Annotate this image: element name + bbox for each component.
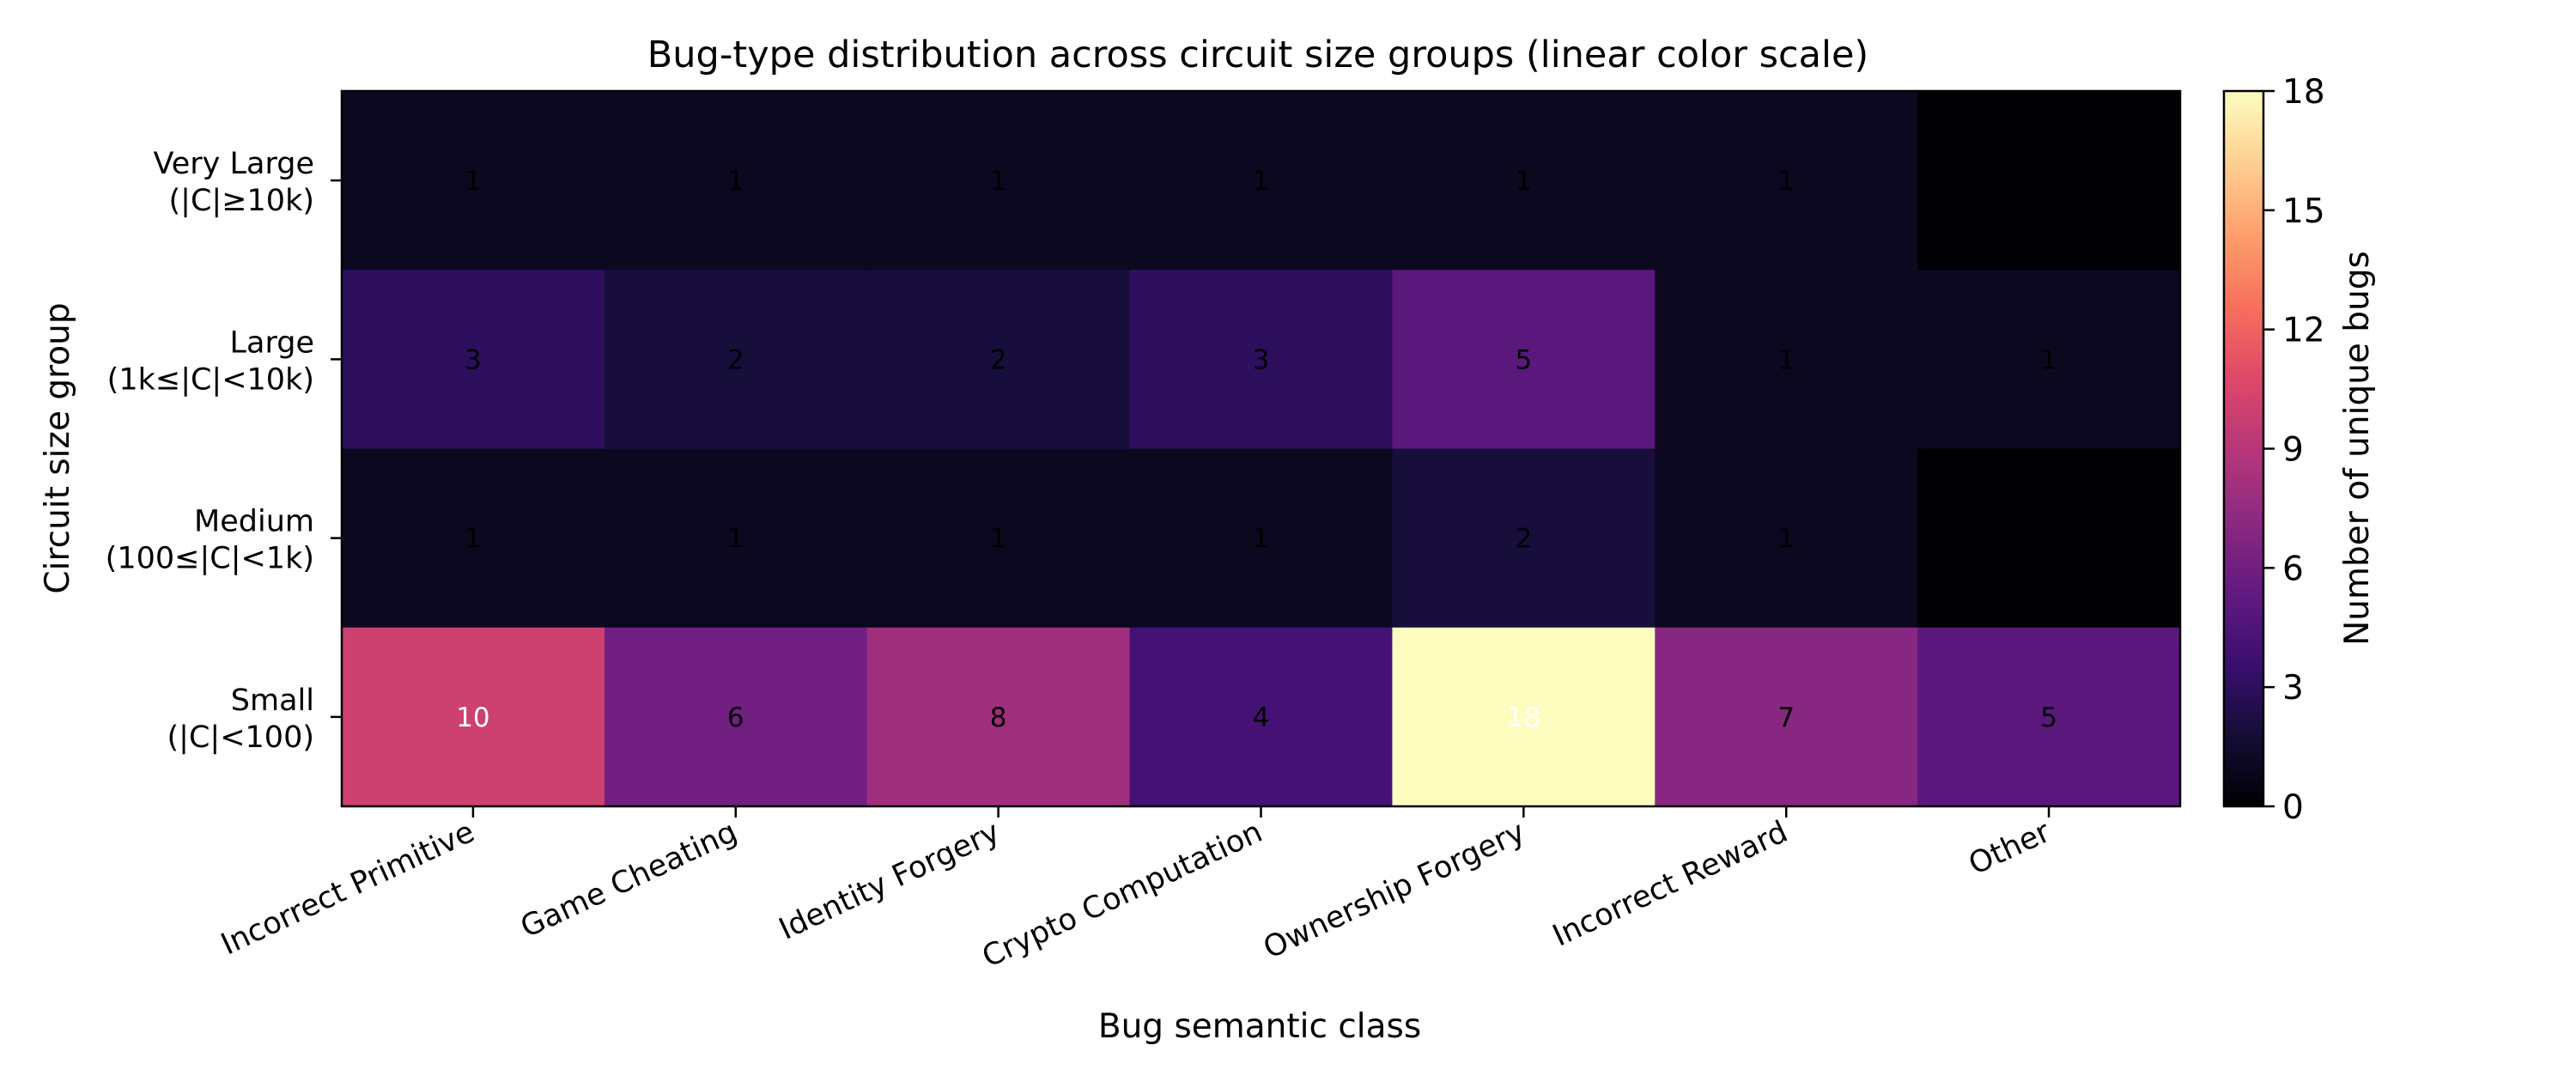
- cell-value-label: 1: [465, 524, 482, 555]
- cell-value-label: 1: [1777, 524, 1795, 555]
- cell-value-label: 3: [465, 344, 482, 375]
- heatmap-cell: [342, 91, 605, 270]
- colorbar-label: Number of unique bugs: [2338, 251, 2377, 646]
- cell-value-label: 7: [1777, 702, 1795, 733]
- colorbar-tick-label: 0: [2282, 788, 2304, 827]
- cell-value-label: 1: [1253, 166, 1270, 197]
- colorbar-tick-label: 9: [2282, 431, 2304, 470]
- cell-value-label: 1: [727, 524, 744, 555]
- cell-value-label: 1: [990, 166, 1007, 197]
- heatmap-cell: [866, 627, 1131, 807]
- cell-value-label: 2: [727, 344, 744, 375]
- cell-value-label: 1: [1777, 344, 1795, 375]
- cell-value-label: 1: [727, 166, 744, 197]
- heatmap-cell: [866, 270, 1131, 449]
- heatmap-cell: [604, 270, 868, 449]
- heatmap-cell: [1392, 91, 1656, 270]
- y-axis: Very Large (|C|≥10k) Large (1k≤|C|<10k) Medi…: [106, 147, 342, 755]
- y-tick-label: Small (|C|<100): [167, 684, 314, 755]
- colorbar-tick-label: 12: [2282, 312, 2325, 350]
- heatmap-cell: [1129, 270, 1393, 449]
- heatmap-cell: [1129, 627, 1393, 807]
- heatmap-cell: [604, 627, 868, 807]
- x-tick-label: Crypto Computation: [977, 815, 1267, 975]
- x-tick-label: Incorrect Primitive: [216, 815, 480, 963]
- colorbar-tick-label: 6: [2282, 550, 2304, 588]
- heatmap-cell: [342, 627, 605, 807]
- colorbar-tick-label: 18: [2282, 73, 2325, 112]
- cell-value-label: 6: [727, 702, 744, 733]
- heatmap-cell: [866, 91, 1131, 270]
- heatmap-cell: [1655, 91, 1918, 270]
- x-tick-label: Other: [1964, 815, 2057, 883]
- cell-value-label: 5: [2040, 702, 2057, 733]
- y-axis-label: Circuit size group: [39, 302, 77, 593]
- y-tick-label: Medium (100≤|C|<1k): [106, 505, 314, 576]
- colorbar-gradient: [2222, 89, 2265, 808]
- heatmap-cell: [1392, 448, 1656, 629]
- cell-value-label: 2: [990, 344, 1007, 375]
- heatmap-cell: [1129, 91, 1393, 270]
- heatmap-cell: [1917, 270, 2181, 449]
- x-axis: Incorrect Primitive Game Cheating Identity…: [216, 806, 2057, 975]
- heatmap-cell: [1917, 448, 2181, 629]
- heatmap-cell: [1917, 627, 2181, 807]
- cell-value-label: 1: [1253, 524, 1270, 555]
- heatmap-cell: [1917, 91, 2181, 270]
- heatmap-cells: 1 1 1 1 1 1 3 2 2 3 5 1 1 1 1 1 1 2 1 10 6 8 4 18 7 5: [342, 91, 2181, 807]
- cell-value-label: 8: [990, 702, 1007, 733]
- cell-value-label: 1: [1777, 166, 1795, 197]
- colorbar-tick-label: 3: [2282, 669, 2304, 708]
- x-tick-label: Identity Forgery: [774, 815, 1005, 947]
- colorbar-ticks: 0 3 6 9 12 15 18: [2263, 73, 2325, 827]
- y-tick-label: Large (1k≤|C|<10k): [107, 325, 314, 397]
- heatmap-cell: [342, 448, 605, 629]
- heatmap-cell: [604, 448, 868, 629]
- cell-value-label: 1: [465, 166, 482, 197]
- y-tick-label: Very Large (|C|≥10k): [154, 147, 314, 218]
- cell-value-label: 1: [990, 524, 1007, 555]
- x-tick-label: Incorrect Reward: [1547, 815, 1793, 954]
- heatmap-cell: [1392, 270, 1656, 449]
- colorbar: 0 3 6 9 12 15 18 Number of unique bugs: [2222, 73, 2377, 827]
- x-axis-label: Bug semantic class: [1098, 1007, 1421, 1046]
- heatmap-cell: [1129, 448, 1393, 629]
- heatmap-cell: [866, 448, 1131, 629]
- cell-value-label: 10: [456, 702, 489, 733]
- heatmap-cell: [1655, 270, 1918, 449]
- cell-value-label: 5: [1515, 344, 1532, 375]
- heatmap-cell: [1655, 448, 1918, 629]
- cell-value-label: 1: [2040, 344, 2057, 375]
- cell-value-label: 4: [1253, 702, 1270, 733]
- x-tick-label: Ownership Forgery: [1259, 815, 1531, 966]
- x-tick-label: Game Cheating: [515, 815, 742, 945]
- cell-value-label: 3: [1253, 344, 1270, 375]
- chart-title: Bug-type distribution across circuit siz…: [647, 33, 1868, 76]
- colorbar-tick-label: 15: [2282, 192, 2325, 231]
- heatmap-cell: [1655, 627, 1918, 807]
- cell-value-label: 18: [1507, 702, 1540, 733]
- heatmap-cell: [604, 91, 868, 270]
- cell-value-label: 2: [1515, 524, 1532, 555]
- heatmap-cell: [342, 270, 605, 449]
- cell-value-label: 1: [1515, 166, 1532, 197]
- heatmap-cell: [1392, 627, 1656, 807]
